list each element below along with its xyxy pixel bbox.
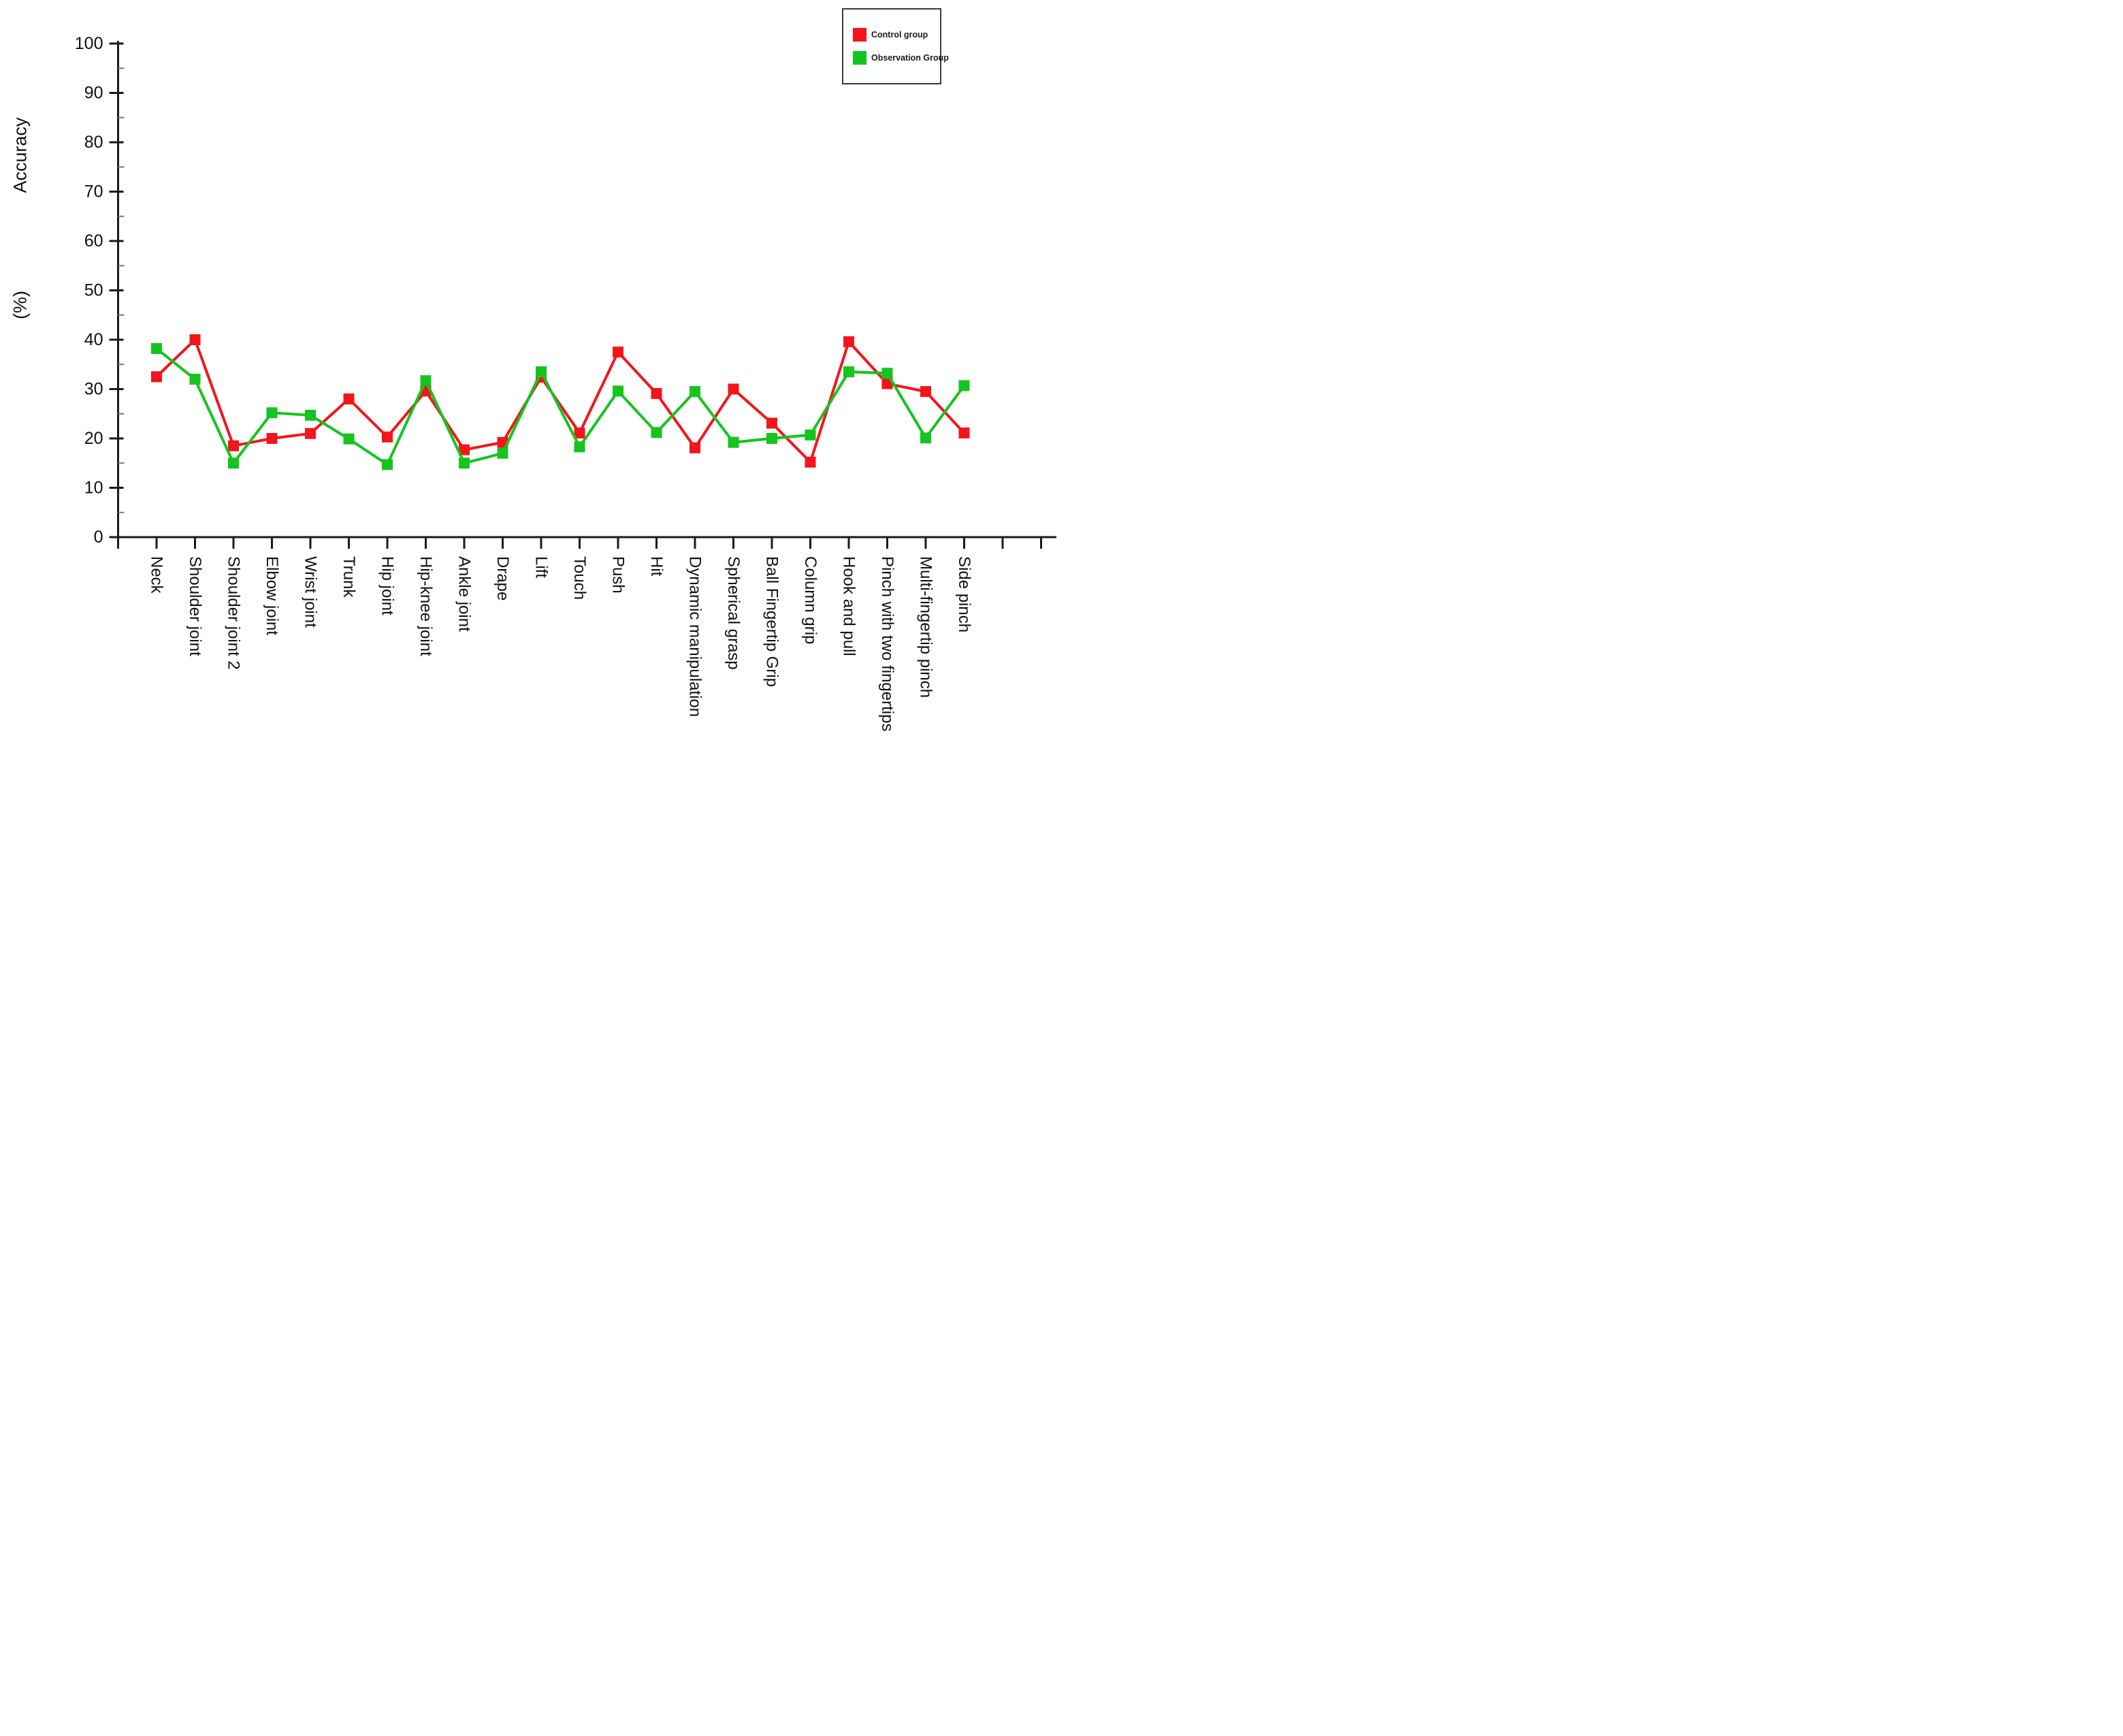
y-tick-label: 60 [84, 231, 103, 251]
y-tick-label: 10 [84, 479, 103, 498]
y-tick-label: 50 [84, 281, 103, 300]
data-point-observation-group [228, 457, 239, 469]
x-category-label: Ball Fingertip Grip [763, 556, 781, 687]
data-point-control-group [459, 444, 470, 455]
data-point-observation-group [920, 432, 931, 444]
data-point-control-group [266, 433, 278, 444]
data-point-control-group [843, 336, 854, 347]
data-point-observation-group [382, 459, 393, 470]
data-point-observation-group [305, 409, 316, 421]
data-point-observation-group [151, 343, 162, 355]
x-category-label: Column grip [801, 556, 820, 644]
data-point-observation-group [574, 441, 585, 453]
x-category-label: Hit [647, 556, 666, 577]
data-point-observation-group [651, 427, 662, 438]
data-point-control-group [574, 428, 585, 439]
y-tick-label: 0 [94, 528, 103, 547]
data-point-control-group [920, 386, 931, 398]
legend-item: Observation Group [853, 51, 949, 65]
data-point-observation-group [266, 407, 278, 419]
data-point-control-group [690, 442, 700, 453]
x-category-label: Drape [493, 556, 512, 600]
data-point-control-group [766, 417, 777, 429]
data-point-observation-group [613, 385, 623, 397]
legend-swatch-icon [853, 51, 866, 65]
data-point-observation-group [497, 447, 508, 459]
data-point-control-group [613, 347, 623, 358]
data-point-observation-group [958, 380, 970, 391]
data-point-observation-group [189, 374, 201, 385]
x-category-label: Lift [532, 556, 551, 578]
x-category-label: Hip joint [378, 556, 397, 615]
legend-swatch-icon [853, 28, 866, 42]
data-point-control-group [151, 371, 162, 383]
data-point-observation-group [343, 433, 355, 445]
data-point-control-group [343, 393, 355, 404]
data-point-observation-group [881, 368, 893, 379]
data-point-control-group [382, 431, 393, 443]
x-category-label: Trunk [340, 556, 358, 598]
series-line-control-group [155, 337, 965, 465]
x-category-label: Pinch with two fingertips [878, 556, 896, 731]
data-point-observation-group [766, 433, 777, 444]
y-tick-label: 30 [84, 380, 103, 399]
x-category-label: Push [609, 556, 628, 594]
x-category-label: Touch [570, 556, 589, 600]
data-point-observation-group [805, 429, 816, 440]
x-category-label: Shoulder joint [186, 556, 204, 656]
y-tick-label: 40 [84, 330, 103, 349]
x-category-label: Spherical grasp [724, 556, 743, 670]
legend-box: Control group Observation Group [842, 8, 949, 84]
series-line-observation-group [155, 347, 966, 467]
x-category-label: Hip-knee joint [417, 556, 435, 656]
data-point-observation-group [690, 386, 700, 398]
x-category-label: Elbow joint [263, 556, 281, 635]
chart-figure: Accuracy (%) 0 10 20 30 40 50 60 70 80 90 100 Neck S… [0, 0, 1062, 868]
x-category-label: Wrist joint [302, 556, 320, 628]
x-category-label: Neck [148, 556, 166, 594]
chart-svg: 0 10 20 30 40 50 60 70 80 90 100 Neck Shoulder joint… [75, 34, 1056, 731]
y-tick-label: 100 [75, 34, 103, 53]
data-point-control-group [305, 428, 316, 439]
data-point-control-group [189, 334, 201, 345]
legend-item-label: Control group [871, 30, 928, 39]
x-category-label: Multi-fingertip pinch [917, 556, 935, 698]
x-category-label: Dynamic manipulation [686, 556, 704, 717]
y-tick-label: 70 [84, 182, 103, 202]
data-point-observation-group [728, 436, 739, 448]
legend-item-label: Observation Group [871, 53, 949, 63]
x-category-label: Ankle joint [455, 556, 474, 632]
legend-item: Control group [853, 28, 940, 42]
data-point-control-group [728, 383, 739, 395]
data-point-control-group [651, 388, 662, 400]
y-tick-label: 90 [84, 84, 103, 103]
y-tick-label: 20 [84, 429, 103, 448]
y-tick-label: 80 [84, 133, 103, 152]
x-category-label: Side pinch [955, 556, 973, 632]
data-point-control-group [958, 428, 970, 439]
data-point-observation-group [536, 366, 547, 378]
x-category-label: Hook and pull [840, 556, 858, 656]
data-point-observation-group [843, 366, 854, 378]
data-point-control-group [881, 378, 893, 389]
data-point-observation-group [420, 375, 432, 387]
data-point-control-group [805, 456, 816, 468]
data-point-control-group [228, 440, 239, 451]
data-point-observation-group [459, 457, 470, 469]
x-category-label: Shoulder joint 2 [225, 556, 243, 670]
